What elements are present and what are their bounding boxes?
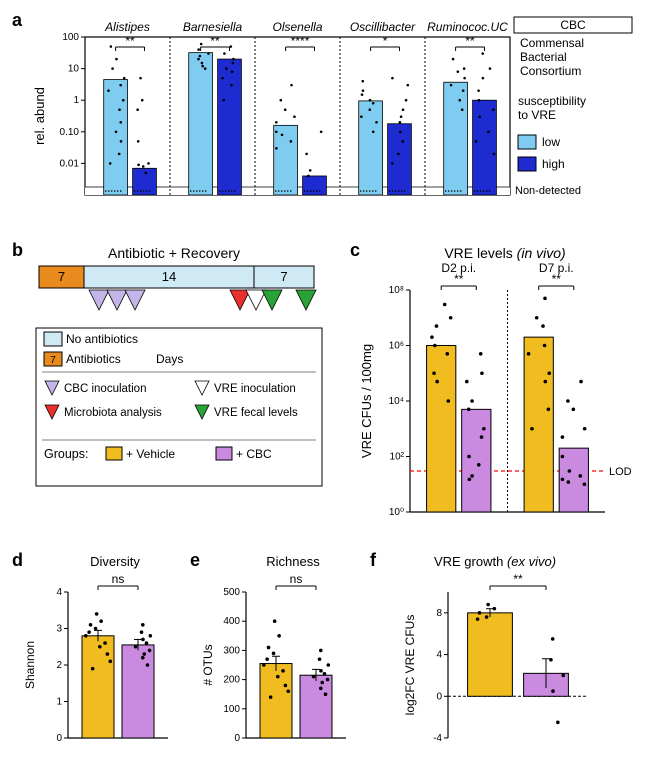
svg-text:1: 1 (56, 697, 62, 708)
panel-f: VRE growth (ex vivo) -4 0 4 8 log2FC VRE CFUs… (400, 552, 600, 752)
panel-b: Antibiotic + Recovery 7 14 7 No antibiotics 7… (24, 242, 334, 532)
svg-text:Consortium: Consortium (520, 64, 581, 78)
svg-text:**: ** (125, 34, 135, 48)
panel-f-label: f (370, 550, 376, 571)
panel-d-chart: Diversity 0 1 2 3 4 Shannon ns (20, 552, 180, 752)
svg-text:log2FC VRE CFUs: log2FC VRE CFUs (403, 615, 417, 716)
svg-text:100: 100 (62, 32, 79, 43)
svg-text:0: 0 (56, 733, 62, 744)
svg-text:# OTUs: # OTUs (201, 644, 215, 685)
panel-e-chart: Richness 0 100 200 300 400 500 # OTUs ns (198, 552, 358, 752)
svg-text:10⁰: 10⁰ (389, 507, 404, 518)
svg-text:VRE fecal levels: VRE fecal levels (214, 407, 298, 419)
svg-text:*: * (383, 34, 388, 48)
svg-text:10: 10 (68, 64, 80, 75)
svg-text:No antibiotics: No antibiotics (66, 332, 138, 346)
svg-text:**: ** (552, 272, 562, 286)
svg-text:10⁶: 10⁶ (389, 341, 404, 352)
svg-text:LOD: LOD (609, 466, 632, 478)
svg-text:****: **** (291, 34, 310, 48)
svg-text:Commensal: Commensal (520, 36, 584, 50)
svg-text:**: ** (454, 272, 464, 286)
svg-text:Groups:: Groups: (44, 447, 88, 461)
svg-text:Diversity: Diversity (90, 554, 140, 569)
svg-text:200: 200 (223, 675, 240, 686)
svg-text:400: 400 (223, 616, 240, 627)
svg-text:1: 1 (73, 95, 79, 106)
panel-e: Richness 0 100 200 300 400 500 # OTUs ns (198, 552, 358, 752)
svg-text:Oscillibacter: Oscillibacter (350, 20, 416, 34)
svg-text:Richness: Richness (266, 554, 320, 569)
svg-text:14: 14 (162, 269, 176, 284)
svg-text:7: 7 (50, 355, 56, 366)
svg-text:500: 500 (223, 587, 240, 598)
svg-text:0.01: 0.01 (60, 158, 80, 169)
svg-text:10⁸: 10⁸ (389, 285, 404, 296)
svg-text:**: ** (513, 572, 523, 586)
svg-text:0: 0 (234, 733, 240, 744)
panel-a: 0.010.10110100rel. abundAlistipes**Barne… (30, 15, 640, 225)
svg-text:high: high (542, 157, 565, 171)
panel-a-chart: 0.010.10110100rel. abundAlistipes**Barne… (30, 15, 640, 225)
svg-text:0: 0 (436, 691, 442, 702)
svg-text:Alistipes: Alistipes (104, 20, 150, 34)
svg-text:Days: Days (156, 352, 183, 366)
svg-text:VRE inoculation: VRE inoculation (214, 383, 296, 395)
svg-text:Bacterial: Bacterial (520, 50, 567, 64)
svg-text:Ruminococ.UC: Ruminococ.UC (427, 20, 508, 34)
svg-text:Non-detected: Non-detected (515, 185, 581, 197)
svg-text:7: 7 (280, 269, 287, 284)
svg-text:Microbiota analysis: Microbiota analysis (64, 407, 162, 419)
svg-text:CBC: CBC (560, 18, 586, 32)
svg-text:7: 7 (58, 269, 65, 284)
panel-b-label: b (12, 240, 23, 261)
svg-text:+ Vehicle: + Vehicle (126, 447, 175, 461)
panel-c: VRE levels (in vivo) 10⁰ 10² 10⁴ 10⁶ 10⁸ VRE C… (355, 242, 640, 532)
svg-text:Antibiotics: Antibiotics (66, 352, 121, 366)
svg-text:100: 100 (223, 704, 240, 715)
svg-text:3: 3 (56, 624, 62, 635)
svg-text:VRE growth (ex vivo): VRE growth (ex vivo) (434, 554, 556, 569)
svg-text:low: low (542, 135, 560, 149)
svg-text:**: ** (465, 34, 475, 48)
panel-c-chart: VRE levels (in vivo) 10⁰ 10² 10⁴ 10⁶ 10⁸ VRE C… (355, 242, 640, 532)
svg-text:Antibiotic + Recovery: Antibiotic + Recovery (108, 245, 240, 261)
figure-root: a 0.010.10110100rel. abundAlistipes**Bar… (10, 10, 640, 755)
svg-text:rel. abund: rel. abund (32, 87, 47, 145)
svg-text:Barnesiella: Barnesiella (183, 20, 243, 34)
svg-text:**: ** (210, 34, 220, 48)
panel-b-schematic: Antibiotic + Recovery 7 14 7 No antibiotics 7… (24, 242, 334, 532)
svg-text:Olsenella: Olsenella (272, 20, 322, 34)
svg-text:300: 300 (223, 645, 240, 656)
svg-text:+ CBC: + CBC (236, 447, 272, 461)
panel-a-label: a (12, 10, 22, 31)
svg-text:-4: -4 (433, 733, 442, 744)
svg-text:ns: ns (290, 572, 303, 586)
svg-text:Shannon: Shannon (23, 641, 37, 689)
panel-d: Diversity 0 1 2 3 4 Shannon ns (20, 552, 180, 752)
svg-text:2: 2 (56, 660, 62, 671)
svg-text:8: 8 (436, 608, 442, 619)
svg-text:10²: 10² (390, 452, 405, 463)
svg-text:ns: ns (112, 572, 125, 586)
svg-text:CBC inoculation: CBC inoculation (64, 383, 146, 395)
svg-text:10⁴: 10⁴ (389, 396, 404, 407)
svg-text:0.10: 0.10 (60, 127, 80, 138)
svg-text:VRE levels (in vivo): VRE levels (in vivo) (444, 245, 565, 261)
svg-text:4: 4 (436, 650, 442, 661)
svg-text:4: 4 (56, 587, 62, 598)
svg-text:susceptibility: susceptibility (518, 94, 586, 108)
svg-text:VRE CFUs / 100mg: VRE CFUs / 100mg (359, 344, 374, 458)
panel-f-chart: VRE growth (ex vivo) -4 0 4 8 log2FC VRE CFUs… (400, 552, 600, 752)
svg-text:to VRE: to VRE (518, 108, 556, 122)
